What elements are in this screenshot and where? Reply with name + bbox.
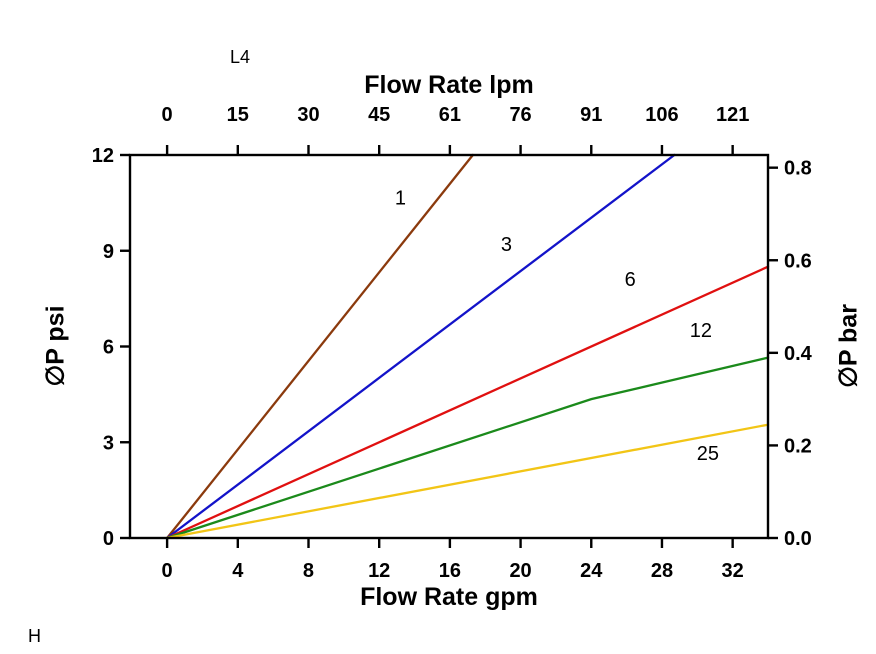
right-tick-label: 0.8 [784,158,812,180]
figure-code-bottom-left: H [28,626,41,646]
series-line-1 [165,153,475,540]
right-tick-label: 0.2 [784,435,812,457]
right-tick-label: 0.6 [784,250,812,272]
bottom-tick-label: 4 [232,560,244,582]
bottom-tick-label: 8 [303,560,314,582]
bottom-axis-title: Flow Rate gpm [360,583,538,611]
top-tick-label: 121 [716,104,749,126]
bottom-tick-label: 16 [439,560,461,582]
top-tick-label: 91 [580,104,602,126]
top-axis-title: Flow Rate lpm [364,71,534,99]
top-tick-label: 30 [297,104,319,126]
left-axis-title: ∅P psi [41,305,70,387]
left-tick-label: 0 [103,528,114,550]
left-tick-label: 3 [103,432,114,454]
left-tick-label: 6 [103,337,114,359]
top-tick-label: 15 [227,104,249,126]
right-tick-label: 0.0 [784,528,812,550]
bottom-tick-label: 28 [651,560,673,582]
bottom-tick-label: 24 [580,560,603,582]
series-label-3: 3 [501,234,512,256]
series-line-25 [165,423,770,540]
top-tick-label: 76 [509,104,531,126]
top-tick-label: 45 [368,104,390,126]
series-label-12: 12 [690,320,712,342]
plot-frame [128,153,770,540]
bottom-tick-label: 20 [509,560,531,582]
left-tick-label: 12 [92,145,114,167]
bottom-tick-label: 12 [368,560,390,582]
series-line-12 [165,356,770,540]
series-label-25: 25 [697,443,719,465]
figure-code-top-left: L4 [230,47,251,67]
series-label-6: 6 [625,269,636,291]
right-axis-title: ∅P bar [834,304,863,388]
top-tick-label: 0 [162,104,173,126]
series-line-6 [165,265,770,540]
left-tick-label: 9 [103,241,114,263]
series-line-3 [165,153,676,540]
series-label-1: 1 [395,187,406,209]
top-tick-label: 61 [439,104,461,126]
bottom-tick-label: 32 [722,560,744,582]
top-tick-label: 106 [645,104,678,126]
bottom-tick-label: 0 [162,560,173,582]
right-tick-label: 0.4 [784,343,813,365]
